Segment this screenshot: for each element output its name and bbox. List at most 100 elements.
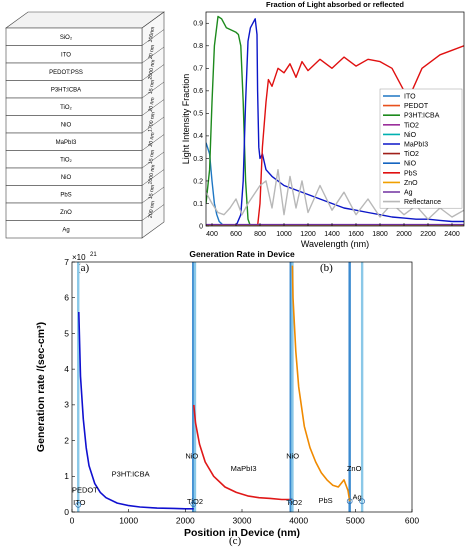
y-tick-label: 0.5 bbox=[193, 111, 203, 118]
legend-entry: MaPbI3 bbox=[404, 142, 428, 149]
x-tick-label: 2200 bbox=[420, 231, 436, 238]
stack-layer bbox=[5, 27, 143, 46]
x-tick-label: 1200 bbox=[300, 231, 316, 238]
stack-side-divider bbox=[141, 11, 165, 29]
legend-entry: Reflectance bbox=[404, 199, 441, 206]
x-tick-label: 0 bbox=[70, 516, 75, 526]
boundary-marker bbox=[190, 501, 197, 507]
layer-annotation: PbS bbox=[319, 496, 333, 505]
layer-annotation: ZnO bbox=[347, 464, 362, 473]
legend-box bbox=[379, 88, 463, 209]
layer-annotation: NiO bbox=[286, 451, 299, 460]
layer-boundary bbox=[360, 262, 364, 512]
legend-entry: TiO2 bbox=[404, 151, 419, 158]
y-axis-label: Light Intensity Fraction bbox=[181, 74, 191, 165]
legend-entry: ITO bbox=[404, 94, 416, 101]
stack-layer-thickness: 30 nm bbox=[148, 44, 156, 59]
y-tick-label: 5 bbox=[64, 328, 69, 338]
stack-layer-name: PbS bbox=[60, 192, 71, 198]
stack-side-divider bbox=[141, 46, 165, 64]
stack-side-divider bbox=[141, 169, 165, 186]
chart-title: Fraction of Light absorbed or reflected bbox=[266, 0, 404, 9]
stack-side-divider bbox=[141, 116, 165, 134]
y-tick-label: 0.3 bbox=[193, 156, 203, 163]
legend-entry: ZnO bbox=[404, 180, 418, 187]
y-tick-label: 0 bbox=[64, 507, 69, 517]
y-tick-label: 6 bbox=[64, 293, 69, 303]
y-tick-label: 0.7 bbox=[193, 66, 203, 73]
caption-c: (c) bbox=[229, 535, 242, 547]
device-stack-figure: SiO₂ 100nm ITO 30 nm PEDOT:PSS 2000 nm P3HT:IC… bbox=[0, 0, 180, 250]
y-axis-exponent-power: 21 bbox=[90, 252, 97, 258]
y-tick-label: 1 bbox=[64, 471, 69, 481]
x-tick-label: 5000 bbox=[346, 516, 365, 526]
stack-side-divider bbox=[141, 204, 165, 221]
boundary-marker bbox=[75, 502, 82, 508]
x-tick-label: 4000 bbox=[289, 516, 308, 526]
x-tick-label: 2000 bbox=[396, 231, 412, 238]
y-tick-label: 0.4 bbox=[193, 133, 203, 140]
stack-layer-thickness: 2000 nm bbox=[147, 59, 156, 80]
legend-entry: NiO bbox=[404, 132, 417, 139]
legend-entry: NiO bbox=[404, 161, 417, 168]
layer-boundary bbox=[193, 262, 197, 512]
x-tick-label: 600 bbox=[230, 231, 242, 238]
x-tick-label: 1000 bbox=[276, 231, 292, 238]
stack-layer-name: P3HT:ICBA bbox=[51, 87, 81, 93]
y-tick-label: 4 bbox=[64, 364, 69, 374]
x-tick-label: 3000 bbox=[233, 516, 252, 526]
layer-boundary bbox=[348, 262, 351, 512]
stack-layer-name: TiO₂ bbox=[60, 105, 72, 111]
layer-annotation: PEDOT bbox=[72, 485, 98, 494]
y-tick-label: 2 bbox=[64, 435, 69, 445]
stack-layer-name: ZnO bbox=[60, 210, 72, 216]
stack-side-divider bbox=[141, 64, 165, 81]
x-axis-label: Wavelength (nm) bbox=[301, 239, 369, 249]
stack-side-divider bbox=[141, 81, 165, 99]
stack-layer-thickness: 15 nm bbox=[148, 149, 156, 164]
stack-layer-name: NiO bbox=[61, 122, 72, 128]
stack-layer-thickness: 20 nm bbox=[148, 97, 156, 112]
stack-layer-name: Ag bbox=[62, 227, 69, 233]
stack-side-divider bbox=[141, 134, 165, 151]
layer-annotation: Ag bbox=[353, 493, 362, 502]
y-tick-label: 3 bbox=[64, 400, 69, 410]
x-tick-label: 800 bbox=[254, 231, 266, 238]
stack-layer bbox=[5, 115, 143, 134]
x-tick-label: 2000 bbox=[176, 516, 195, 526]
stack-layer-thickness: 200 nm bbox=[148, 201, 157, 219]
layer-annotation: NiO bbox=[185, 451, 198, 460]
layer-boundary bbox=[192, 262, 195, 512]
stack-layers: SiO₂ 100nm ITO 30 nm PEDOT:PSS 2000 nm P3HT:IC… bbox=[5, 11, 165, 239]
stack-layer-name: SiO₂ bbox=[60, 35, 73, 41]
layer-boundary bbox=[289, 262, 292, 512]
stack-layer-thickness: 1700 nm bbox=[147, 112, 156, 133]
y-tick-label: 0 bbox=[199, 223, 203, 230]
stack-layer-thickness: 1000 nm bbox=[147, 164, 156, 185]
stack-layer-name: ITO bbox=[61, 52, 71, 58]
series-line bbox=[193, 404, 292, 501]
caption-b: (b) bbox=[320, 262, 333, 274]
stack-layer-name: TiO₂ bbox=[60, 157, 72, 163]
stack-layer-name: NiO bbox=[61, 175, 72, 181]
boundary-marker bbox=[346, 498, 353, 505]
y-tick-label: 0.6 bbox=[193, 88, 203, 95]
x-tick-label: 1600 bbox=[348, 231, 364, 238]
stack-side-divider bbox=[141, 29, 165, 46]
layer-annotation: P3HT:ICBA bbox=[112, 469, 150, 478]
legend-entry: TiO2 bbox=[404, 122, 419, 129]
layer-boundary bbox=[77, 262, 80, 512]
series-line bbox=[206, 168, 464, 220]
stack-side-divider bbox=[141, 151, 165, 169]
series-line bbox=[206, 15, 252, 226]
stack-side-divider bbox=[141, 99, 165, 116]
x-tick-label: 1400 bbox=[324, 231, 340, 238]
legend-entry: PEDOT bbox=[404, 103, 429, 110]
series-line bbox=[256, 45, 464, 226]
x-tick-label: 2400 bbox=[444, 231, 460, 238]
stack-layer bbox=[5, 45, 143, 64]
absorption-chart-svg: Fraction of Light absorbed or reflected 4… bbox=[181, 0, 465, 249]
stack-layer bbox=[5, 97, 143, 116]
stack-layer-thickness: 15 nm bbox=[148, 79, 156, 94]
y-axis-label: Generation rate /(sec-cm³) bbox=[35, 322, 47, 452]
